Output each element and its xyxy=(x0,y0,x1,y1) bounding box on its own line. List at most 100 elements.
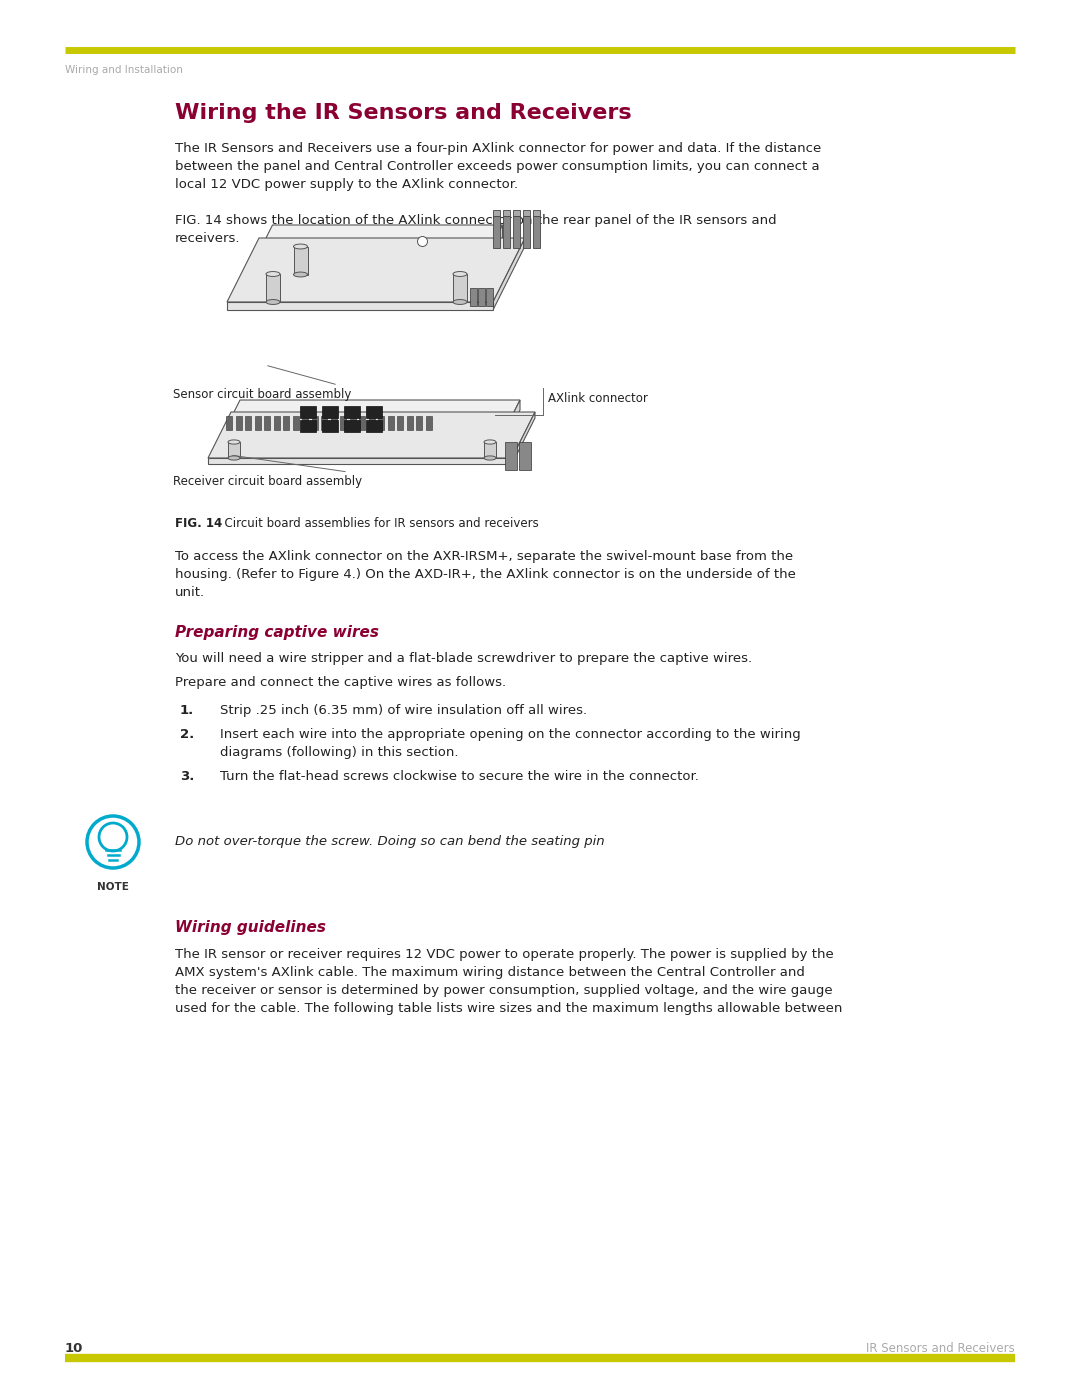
Bar xyxy=(388,416,393,430)
Text: Turn the flat-head screws clockwise to secure the wire in the connector.: Turn the flat-head screws clockwise to s… xyxy=(220,770,699,782)
Bar xyxy=(478,288,485,306)
Bar xyxy=(345,420,360,432)
Bar xyxy=(486,288,492,306)
Bar xyxy=(264,416,270,430)
Polygon shape xyxy=(208,458,512,464)
Polygon shape xyxy=(220,400,519,440)
Bar xyxy=(245,416,251,430)
Ellipse shape xyxy=(228,440,240,444)
Polygon shape xyxy=(227,302,492,310)
Bar xyxy=(534,210,540,215)
Bar xyxy=(300,420,316,432)
Text: 3.: 3. xyxy=(180,770,194,782)
Bar xyxy=(470,288,477,306)
Text: Wiring and Installation: Wiring and Installation xyxy=(65,66,183,75)
Text: housing. (Refer to Figure 4.) On the AXD-IR+, the AXlink connector is on the und: housing. (Refer to Figure 4.) On the AXD… xyxy=(175,569,796,581)
Circle shape xyxy=(87,816,139,868)
Ellipse shape xyxy=(294,272,308,277)
Text: To access the AXlink connector on the AXR-IRSM+, separate the swivel-mount base : To access the AXlink connector on the AX… xyxy=(175,550,793,563)
Ellipse shape xyxy=(453,271,467,277)
Text: 10: 10 xyxy=(65,1343,83,1355)
Bar xyxy=(523,210,530,215)
Text: used for the cable. The following table lists wire sizes and the maximum lengths: used for the cable. The following table … xyxy=(175,1002,842,1016)
Bar xyxy=(294,246,308,274)
Bar xyxy=(484,441,496,458)
Bar xyxy=(503,210,510,215)
Text: FIG. 14: FIG. 14 xyxy=(175,517,222,529)
Bar xyxy=(534,215,540,247)
Text: IR Sensors and Receivers: IR Sensors and Receivers xyxy=(866,1343,1015,1355)
Bar xyxy=(302,416,308,430)
Bar xyxy=(397,416,403,430)
Bar xyxy=(368,416,375,430)
Text: AXlink connector: AXlink connector xyxy=(548,393,648,405)
Polygon shape xyxy=(227,237,525,302)
Text: NOTE: NOTE xyxy=(97,882,129,893)
Text: Wiring guidelines: Wiring guidelines xyxy=(175,921,326,935)
Bar xyxy=(321,416,327,430)
Text: 2.: 2. xyxy=(180,728,194,740)
Bar xyxy=(523,215,530,247)
Text: AMX system's AXlink cable. The maximum wiring distance between the Central Contr: AMX system's AXlink cable. The maximum w… xyxy=(175,965,805,979)
Circle shape xyxy=(99,823,127,851)
Text: Prepare and connect the captive wires as follows.: Prepare and connect the captive wires as… xyxy=(175,676,507,689)
Text: the receiver or sensor is determined by power consumption, supplied voltage, and: the receiver or sensor is determined by … xyxy=(175,983,833,997)
Ellipse shape xyxy=(484,440,496,444)
Bar xyxy=(226,416,232,430)
Polygon shape xyxy=(245,225,502,279)
Text: Strip .25 inch (6.35 mm) of wire insulation off all wires.: Strip .25 inch (6.35 mm) of wire insulat… xyxy=(220,704,588,717)
Bar xyxy=(366,407,382,418)
Bar xyxy=(350,416,355,430)
Bar xyxy=(378,416,384,430)
Polygon shape xyxy=(512,412,535,464)
Text: diagrams (following) in this section.: diagrams (following) in this section. xyxy=(220,746,459,759)
Text: Circuit board assemblies for IR sensors and receivers: Circuit board assemblies for IR sensors … xyxy=(217,517,539,529)
Ellipse shape xyxy=(266,271,280,277)
Text: The IR Sensors and Receivers use a four-pin AXlink connector for power and data.: The IR Sensors and Receivers use a four-… xyxy=(175,142,821,155)
Polygon shape xyxy=(245,279,475,292)
Polygon shape xyxy=(220,440,500,450)
Text: You will need a wire stripper and a flat-blade screwdriver to prepare the captiv: You will need a wire stripper and a flat… xyxy=(175,652,752,665)
Ellipse shape xyxy=(294,244,308,249)
Bar xyxy=(519,441,531,469)
Bar xyxy=(340,416,346,430)
Bar xyxy=(293,416,298,430)
Bar xyxy=(330,416,337,430)
Bar xyxy=(283,416,289,430)
Ellipse shape xyxy=(484,455,496,460)
Polygon shape xyxy=(475,225,502,292)
Text: Sensor circuit board assembly: Sensor circuit board assembly xyxy=(173,388,351,401)
Bar xyxy=(492,215,500,247)
Bar xyxy=(492,210,500,215)
Text: local 12 VDC power supply to the AXlink connector.: local 12 VDC power supply to the AXlink … xyxy=(175,177,518,191)
Text: FIG. 14 shows the location of the AXlink connector on the rear panel of the IR s: FIG. 14 shows the location of the AXlink… xyxy=(175,214,777,226)
Bar xyxy=(359,416,365,430)
Polygon shape xyxy=(500,400,519,450)
Text: Do not over-torque the screw. Doing so can bend the seating pin: Do not over-torque the screw. Doing so c… xyxy=(175,835,605,848)
Text: receivers.: receivers. xyxy=(175,232,241,244)
Bar xyxy=(416,416,422,430)
Text: Wiring the IR Sensors and Receivers: Wiring the IR Sensors and Receivers xyxy=(175,103,632,123)
Bar xyxy=(345,407,360,418)
Bar xyxy=(505,441,517,469)
Ellipse shape xyxy=(453,299,467,305)
Ellipse shape xyxy=(228,455,240,460)
Bar xyxy=(235,416,242,430)
Bar xyxy=(273,416,280,430)
Ellipse shape xyxy=(266,299,280,305)
Polygon shape xyxy=(492,237,525,310)
Text: between the panel and Central Controller exceeds power consumption limits, you c: between the panel and Central Controller… xyxy=(175,161,820,173)
Bar xyxy=(366,420,382,432)
Circle shape xyxy=(418,236,428,246)
Bar xyxy=(503,215,510,247)
Bar xyxy=(228,441,240,458)
Bar xyxy=(406,416,413,430)
Bar xyxy=(426,416,432,430)
Bar xyxy=(322,420,338,432)
Bar xyxy=(311,416,318,430)
Bar xyxy=(453,274,467,302)
Text: 1.: 1. xyxy=(180,704,194,717)
Text: unit.: unit. xyxy=(175,585,205,599)
Polygon shape xyxy=(208,412,535,458)
Bar xyxy=(300,407,316,418)
